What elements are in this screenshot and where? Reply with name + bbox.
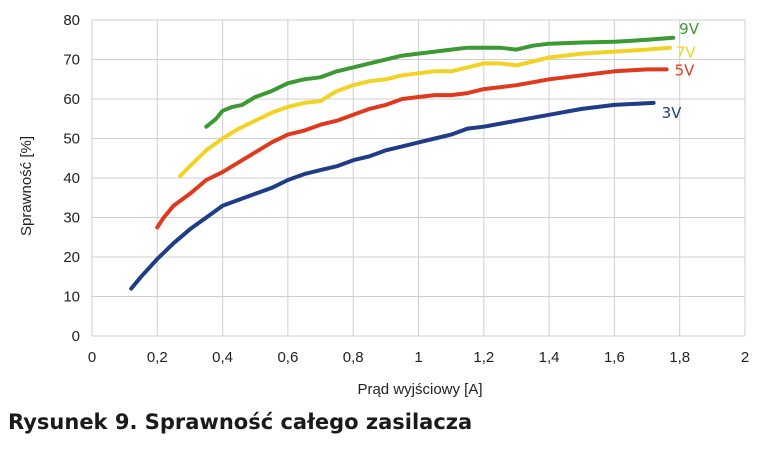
y-tick-label: 10: [63, 289, 80, 306]
y-tick-label: 0: [72, 328, 80, 345]
x-tick-labels: 0 0,2 0,4 0,6 0,8 1 1,2 1,4 1,6 1,8 2: [88, 349, 749, 366]
series-label-3v: 3V: [662, 104, 683, 122]
x-tick-label: 0: [88, 349, 96, 366]
x-tick-label: 0,6: [277, 349, 298, 366]
y-tick-label: 40: [63, 170, 80, 187]
x-tick-label: 2: [741, 349, 749, 366]
y-tick-label: 30: [63, 210, 80, 227]
series-line-5v: [155, 67, 669, 230]
x-tick-label: 1,4: [539, 349, 560, 366]
x-tick-label: 0,2: [147, 349, 168, 366]
series-line-7v: [178, 45, 672, 178]
x-tick-label: 1,6: [604, 349, 625, 366]
series-label-5v: 5V: [675, 61, 696, 79]
y-tick-label: 60: [63, 91, 80, 108]
y-tick-label: 50: [63, 131, 80, 148]
figure-caption: Rysunek 9. Sprawność całego zasilacza: [8, 410, 473, 434]
x-tick-label: 0,4: [212, 349, 233, 366]
x-tick-label: 1,2: [473, 349, 494, 366]
series-label-9v: 9V: [679, 20, 700, 38]
series-line-9v: [204, 35, 676, 129]
y-tick-labels: 0 10 20 30 40 50 60 70 80: [63, 12, 80, 345]
x-tick-label: 1,8: [669, 349, 690, 366]
y-tick-label: 80: [63, 12, 80, 29]
series-lines: [129, 35, 676, 291]
x-axis-label: Prąd wyjściowy [A]: [357, 381, 482, 398]
series-label-7v: 7V: [676, 44, 697, 62]
x-tick-label: 1: [414, 349, 422, 366]
series-line-3v: [129, 100, 656, 291]
efficiency-chart: 0 10 20 30 40 50 60 70 80 0 0,2 0,4 0,6 0,8 1 1,2 1,4 1,…: [18, 12, 749, 398]
y-tick-label: 20: [63, 249, 80, 266]
y-axis-label: Sprawność [%]: [18, 136, 35, 236]
x-tick-label: 0,8: [343, 349, 364, 366]
y-tick-label: 70: [63, 52, 80, 69]
